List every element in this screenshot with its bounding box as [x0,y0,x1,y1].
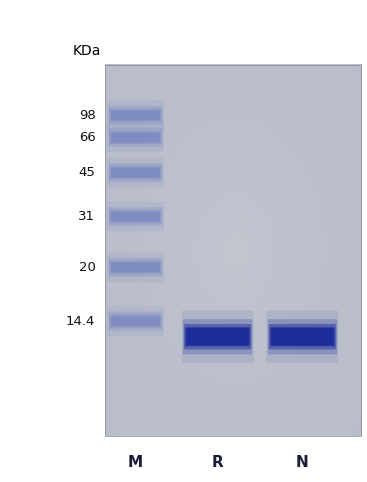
Text: 14.4: 14.4 [66,315,95,328]
FancyBboxPatch shape [110,210,161,223]
FancyBboxPatch shape [183,319,252,354]
Text: 20: 20 [79,261,95,274]
FancyBboxPatch shape [111,317,160,326]
FancyBboxPatch shape [184,324,251,349]
FancyBboxPatch shape [108,128,163,147]
Text: 31: 31 [79,210,95,223]
FancyBboxPatch shape [110,108,161,122]
FancyBboxPatch shape [111,110,160,120]
FancyBboxPatch shape [111,263,160,272]
FancyBboxPatch shape [107,253,164,282]
Text: M: M [128,455,143,470]
FancyBboxPatch shape [108,312,163,331]
FancyBboxPatch shape [269,324,336,349]
Text: R: R [212,455,224,470]
FancyBboxPatch shape [110,315,161,328]
FancyBboxPatch shape [108,163,163,182]
FancyBboxPatch shape [266,310,338,363]
FancyBboxPatch shape [268,319,337,354]
FancyBboxPatch shape [270,327,335,346]
FancyBboxPatch shape [107,202,164,231]
FancyBboxPatch shape [110,261,161,274]
FancyBboxPatch shape [185,327,250,346]
Text: 45: 45 [79,166,95,179]
FancyBboxPatch shape [108,106,163,125]
FancyBboxPatch shape [110,131,161,144]
FancyBboxPatch shape [111,212,160,221]
Text: KDa: KDa [73,44,101,58]
FancyBboxPatch shape [108,258,163,277]
Bar [105,65,361,436]
FancyBboxPatch shape [107,307,164,336]
FancyBboxPatch shape [108,207,163,226]
FancyBboxPatch shape [182,310,253,363]
FancyBboxPatch shape [107,100,164,130]
Text: N: N [296,455,309,470]
FancyBboxPatch shape [107,123,164,152]
FancyBboxPatch shape [187,328,248,345]
Text: 98: 98 [79,108,95,121]
FancyBboxPatch shape [111,168,160,177]
FancyBboxPatch shape [272,328,333,345]
FancyBboxPatch shape [111,133,160,142]
FancyBboxPatch shape [110,166,161,179]
FancyBboxPatch shape [107,158,164,187]
Text: 66: 66 [79,131,95,144]
